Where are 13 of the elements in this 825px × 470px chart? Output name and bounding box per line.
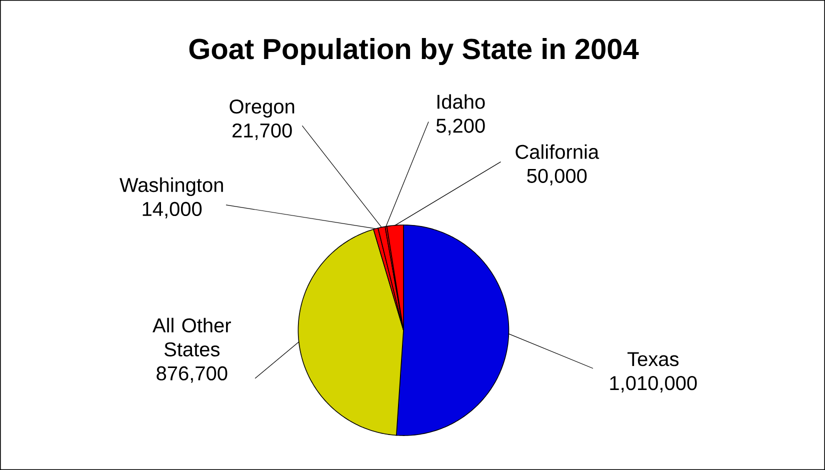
slice-label: Washington — [120, 177, 223, 196]
data-label: 876,700 — [156, 366, 228, 383]
data-label: 14,000 — [142, 202, 202, 218]
slice-label: California — [516, 144, 600, 159]
data-label: 5,200 — [436, 118, 485, 136]
slice-label: Idaho — [437, 94, 485, 109]
data-label: 1,010,000 — [610, 376, 697, 392]
chart-title: Goat Population by State in 2004 — [189, 38, 639, 66]
slice-label: All Other States — [152, 318, 231, 356]
data-label: 50,000 — [527, 168, 587, 186]
data-label: 21,700 — [232, 123, 292, 140]
slice-label: Texas — [628, 352, 679, 366]
slice-label: Oregon — [230, 99, 294, 118]
